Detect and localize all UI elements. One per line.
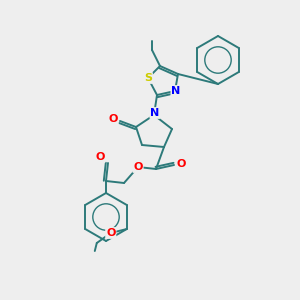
Text: N: N <box>150 108 160 118</box>
Text: O: O <box>108 114 118 124</box>
Text: O: O <box>106 228 116 238</box>
Text: N: N <box>171 86 181 96</box>
Text: O: O <box>95 152 105 162</box>
Text: S: S <box>144 73 152 83</box>
Text: O: O <box>133 162 143 172</box>
Text: O: O <box>176 159 186 169</box>
